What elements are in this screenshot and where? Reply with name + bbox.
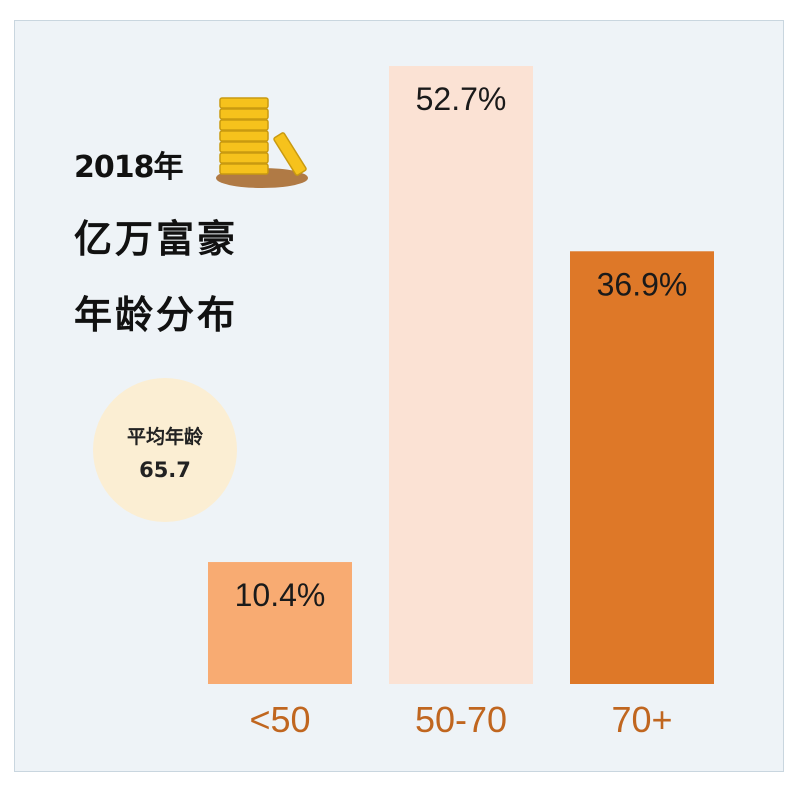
bar-value-label-2: 52.7% (416, 81, 507, 117)
chart-year: 2018年 (74, 150, 183, 185)
average-age-label: 平均年龄 (126, 426, 203, 448)
chart-title-line-1: 亿万富豪 (74, 217, 239, 261)
category-label-3: 70+ (611, 699, 672, 740)
average-age-value: 65.7 (139, 458, 191, 482)
category-label-2: 50-70 (415, 699, 507, 740)
average-age-badge: 平均年龄 65.7 (93, 378, 237, 522)
coin-stack-icon (216, 97, 308, 188)
bar-3 (570, 251, 714, 685)
bar-value-label-3: 36.9% (597, 266, 688, 302)
bar-2 (389, 66, 533, 684)
chart-title-line-2: 年龄分布 (74, 293, 239, 337)
bar-1 (208, 562, 352, 684)
bar-value-label-1: 10.4% (235, 577, 326, 613)
category-label-1: <50 (249, 699, 310, 740)
